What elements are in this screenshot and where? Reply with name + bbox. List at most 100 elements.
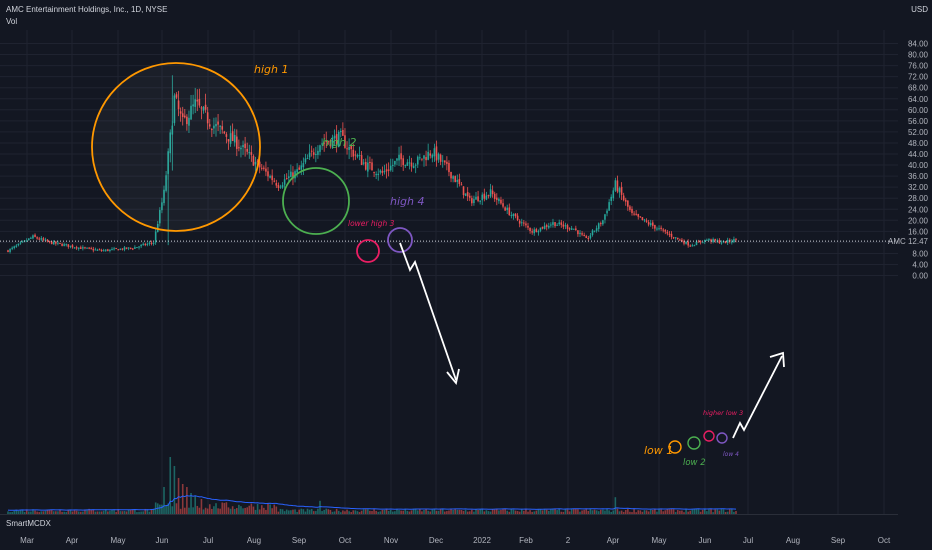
candle-body bbox=[473, 199, 475, 204]
volume-bar bbox=[724, 512, 727, 514]
volume-bar bbox=[211, 508, 213, 514]
candle-body bbox=[104, 249, 107, 251]
candle-body bbox=[410, 162, 413, 167]
volume-bar bbox=[408, 511, 411, 514]
volume-bar bbox=[429, 511, 432, 514]
candle-body bbox=[506, 207, 508, 211]
volume-bar bbox=[468, 511, 471, 514]
candle-body bbox=[483, 193, 486, 199]
candle-body bbox=[323, 142, 325, 144]
price-tick: 28.00 bbox=[908, 194, 929, 203]
candle-body bbox=[706, 239, 708, 241]
volume-bar bbox=[198, 507, 201, 514]
currency-label: USD bbox=[911, 5, 928, 14]
volume-bar bbox=[622, 511, 625, 514]
volume-bar bbox=[138, 511, 140, 514]
price-tick: 76.00 bbox=[908, 62, 929, 71]
candle-body bbox=[421, 158, 423, 160]
volume-bar bbox=[115, 511, 117, 514]
volume-bar bbox=[98, 511, 101, 514]
candle-body bbox=[236, 136, 238, 149]
volume-bar bbox=[564, 508, 567, 514]
volume-bar bbox=[217, 508, 219, 514]
candle-body bbox=[468, 195, 471, 198]
volume-bar bbox=[296, 511, 298, 514]
candle-body bbox=[500, 199, 502, 204]
candle-body bbox=[676, 237, 679, 239]
volume-bar bbox=[236, 508, 238, 514]
candle-body bbox=[593, 230, 596, 232]
volume-bar bbox=[591, 510, 594, 514]
volume-bar bbox=[350, 512, 352, 514]
candle-body bbox=[649, 223, 652, 226]
candle-body bbox=[179, 111, 182, 114]
candle-body bbox=[419, 157, 421, 159]
volume-bar bbox=[660, 509, 662, 514]
volume-bar bbox=[184, 507, 186, 514]
volume-bar bbox=[65, 512, 68, 514]
volume-bar bbox=[624, 509, 627, 514]
volume-bar bbox=[373, 509, 375, 514]
candle-body bbox=[306, 158, 309, 160]
volume-bar bbox=[121, 511, 124, 514]
volume-bar bbox=[706, 511, 708, 514]
candle-body bbox=[134, 247, 136, 249]
candle-body bbox=[173, 95, 176, 124]
volume-bar bbox=[125, 511, 128, 514]
volume-bar bbox=[726, 511, 729, 514]
volume-bar bbox=[437, 510, 440, 514]
price-tick: 56.00 bbox=[908, 117, 929, 126]
volume-bar bbox=[323, 509, 325, 514]
volume-bar bbox=[250, 503, 253, 514]
volume-bar bbox=[371, 511, 373, 514]
price-tick: 16.00 bbox=[908, 227, 929, 236]
volume-bar bbox=[402, 510, 404, 514]
candle-body bbox=[475, 196, 477, 200]
volume-bar bbox=[48, 509, 51, 514]
volume-bar bbox=[283, 511, 286, 514]
volume-bar bbox=[21, 509, 24, 514]
volume-bar bbox=[433, 508, 436, 514]
candle-body bbox=[535, 229, 538, 232]
candle-body bbox=[129, 247, 132, 249]
candle-body bbox=[670, 233, 673, 237]
candle-body bbox=[310, 150, 313, 152]
candle-body bbox=[683, 241, 685, 244]
candle-body bbox=[477, 196, 479, 202]
candle-body bbox=[362, 162, 365, 164]
candle-body bbox=[572, 228, 575, 230]
annotation-label: low 2 bbox=[683, 458, 706, 468]
candle-body bbox=[90, 248, 92, 250]
volume-bar bbox=[277, 511, 280, 514]
candle-body bbox=[633, 213, 635, 215]
candle-body bbox=[502, 203, 504, 207]
volume-bar bbox=[367, 509, 369, 514]
candles bbox=[7, 75, 737, 254]
candle-body bbox=[342, 130, 344, 136]
volume-bar bbox=[579, 511, 581, 514]
volume-bar bbox=[331, 511, 334, 514]
candle-body bbox=[708, 238, 710, 241]
candle-body bbox=[211, 128, 213, 131]
annotation-circle bbox=[668, 440, 682, 454]
candle-body bbox=[460, 184, 463, 186]
price-tick: 80.00 bbox=[908, 51, 929, 60]
candle-body bbox=[600, 223, 602, 225]
candle-body bbox=[169, 132, 172, 154]
candle-body bbox=[554, 222, 556, 227]
candle-body bbox=[412, 165, 415, 169]
arrow-down-head bbox=[446, 368, 460, 386]
candle-body bbox=[560, 222, 563, 225]
volume-bar bbox=[558, 508, 560, 514]
candle-body bbox=[148, 242, 151, 244]
candle-body bbox=[92, 248, 95, 251]
volume-bar bbox=[689, 510, 692, 514]
volume-bar bbox=[473, 511, 475, 514]
candle-body bbox=[385, 169, 388, 172]
candle-body bbox=[38, 238, 40, 240]
candle-body bbox=[94, 249, 97, 251]
arrow-up bbox=[732, 355, 783, 439]
candle-body bbox=[15, 245, 18, 247]
candle-body bbox=[102, 250, 105, 252]
